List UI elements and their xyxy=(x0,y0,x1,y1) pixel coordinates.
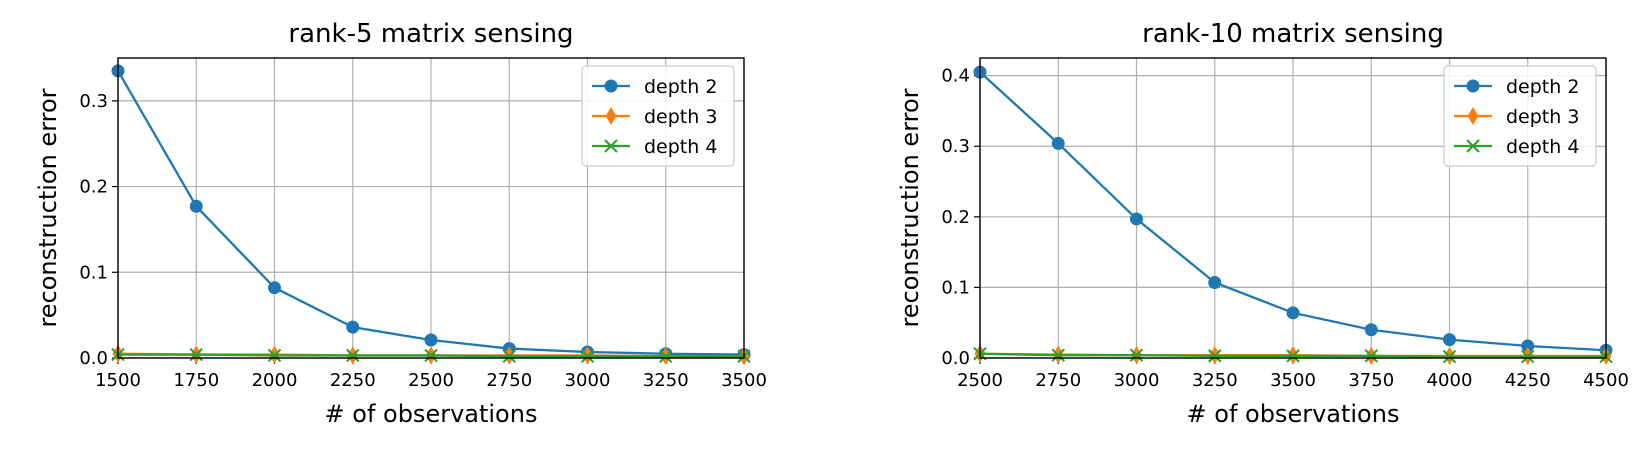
y-tick-label: 0.3 xyxy=(79,91,108,112)
data-point-depth-2 xyxy=(346,320,360,334)
data-point-depth-4-stroke xyxy=(1364,349,1378,363)
legend-marker-stroke xyxy=(604,139,618,153)
chart-panel-2: 2500 2750 3000 3250 3500 3750 4000 4250 4500 0.0 0… xyxy=(896,19,1629,428)
data-point-depth-4 xyxy=(659,349,673,363)
x-tick-label: 2500 xyxy=(408,370,454,391)
data-point-depth-4 xyxy=(267,348,282,363)
data-point-depth-4-stroke xyxy=(1521,349,1535,364)
axes-frame xyxy=(979,57,1607,359)
x-tick-label: 2000 xyxy=(252,370,298,391)
data-point-depth-4 xyxy=(1442,349,1457,364)
data-point-depth-2 xyxy=(1364,323,1378,337)
data-point-depth-2 xyxy=(1286,306,1300,320)
legend-label: depth 3 xyxy=(644,106,717,128)
data-point-depth-4-stroke xyxy=(346,348,360,363)
x-axis-label: # of observations xyxy=(325,400,538,428)
legend-marker xyxy=(1466,139,1480,153)
x-tick-label: 4250 xyxy=(1505,370,1551,391)
y-tick-label: 0.1 xyxy=(941,277,970,298)
data-point-depth-4-stroke xyxy=(1208,349,1222,363)
legend-label: depth 2 xyxy=(644,76,717,98)
y-tick-label: 0.0 xyxy=(941,348,970,369)
y-axis-label: reconstruction error xyxy=(896,88,924,327)
data-point-depth-4-stroke xyxy=(1286,349,1300,363)
legend-marker-stroke xyxy=(1466,139,1480,153)
data-point-depth-4 xyxy=(502,349,516,363)
x-tick-label: 3500 xyxy=(1270,370,1316,391)
x-tick-label: 3750 xyxy=(1348,370,1394,391)
x-tick-label: 2750 xyxy=(1035,370,1081,391)
legend-box xyxy=(1443,65,1597,167)
data-point-depth-4 xyxy=(1129,348,1144,362)
legend-box xyxy=(581,65,735,167)
data-point-depth-4 xyxy=(346,348,360,363)
y-tick-label: 0.3 xyxy=(941,136,970,157)
legend-marker xyxy=(1467,107,1479,125)
y-tick-label: 0.2 xyxy=(941,207,970,228)
plot-area xyxy=(973,65,1613,365)
legend-marker xyxy=(604,79,618,93)
data-point-depth-2 xyxy=(1208,275,1222,289)
data-point-depth-4-stroke xyxy=(580,349,595,363)
x-tick-label: 3000 xyxy=(565,370,611,391)
legend-marker xyxy=(604,139,618,153)
x-tick-label: 2750 xyxy=(486,370,532,391)
chart-title: rank-10 matrix sensing xyxy=(1142,19,1444,49)
x-tick-label: 1500 xyxy=(95,370,141,391)
plot-area xyxy=(111,64,751,366)
legend: depth 2 depth 3 depth 4 xyxy=(1443,65,1597,167)
y-tick-label: 0.2 xyxy=(79,177,108,198)
y-axis-label: reconstruction error xyxy=(34,88,62,327)
data-point-depth-4-stroke xyxy=(659,349,673,363)
data-point-depth-4-stroke xyxy=(267,348,282,363)
x-tick-label: 4500 xyxy=(1583,370,1629,391)
axes-frame xyxy=(117,57,745,359)
legend-label: depth 4 xyxy=(644,136,717,158)
data-point-depth-4 xyxy=(1521,349,1535,364)
data-point-depth-2 xyxy=(1051,136,1065,150)
data-point-depth-2 xyxy=(268,281,281,295)
data-point-depth-2 xyxy=(1521,339,1535,353)
legend-label: depth 3 xyxy=(1506,106,1579,128)
data-point-depth-4 xyxy=(580,349,595,363)
x-tick-label: 3500 xyxy=(721,370,767,391)
legend-label: depth 4 xyxy=(1506,136,1579,158)
data-point-depth-4 xyxy=(1208,349,1222,363)
x-tick-label: 2500 xyxy=(957,370,1003,391)
data-point-depth-4 xyxy=(1364,349,1378,363)
chart-panel-1: 1500 1750 2000 2250 2500 2750 3000 3250 3500 0.0 0… xyxy=(34,19,767,428)
legend-marker xyxy=(605,107,617,125)
legend-label: depth 2 xyxy=(1506,76,1579,98)
data-point-depth-4-stroke xyxy=(1051,348,1065,362)
data-point-depth-4-stroke xyxy=(1442,349,1457,364)
data-point-depth-2 xyxy=(189,199,203,213)
legend-marker xyxy=(1466,79,1480,93)
legend: depth 2 depth 3 depth 4 xyxy=(581,65,735,167)
y-tick-label: 0.4 xyxy=(941,66,970,87)
data-point-depth-4-stroke xyxy=(502,349,516,363)
data-point-depth-4-stroke xyxy=(424,348,438,363)
x-tick-label: 3000 xyxy=(1114,370,1160,391)
data-point-depth-2 xyxy=(1443,333,1456,347)
x-tick-label: 2250 xyxy=(330,370,376,391)
x-tick-label: 1750 xyxy=(173,370,219,391)
data-point-depth-4-stroke xyxy=(1129,348,1144,362)
y-tick-label: 0.0 xyxy=(79,348,108,369)
x-tick-label: 4000 xyxy=(1427,370,1473,391)
data-point-depth-2 xyxy=(1130,212,1143,226)
data-point-depth-4 xyxy=(1286,349,1300,363)
data-point-depth-4 xyxy=(424,348,438,363)
x-tick-label: 3250 xyxy=(643,370,689,391)
x-axis-label: # of observations xyxy=(1187,400,1400,428)
x-tick-label: 3250 xyxy=(1192,370,1238,391)
chart-title: rank-5 matrix sensing xyxy=(288,19,573,49)
data-point-depth-2 xyxy=(424,333,438,347)
y-tick-label: 0.1 xyxy=(79,262,108,283)
data-point-depth-4 xyxy=(1051,348,1065,362)
